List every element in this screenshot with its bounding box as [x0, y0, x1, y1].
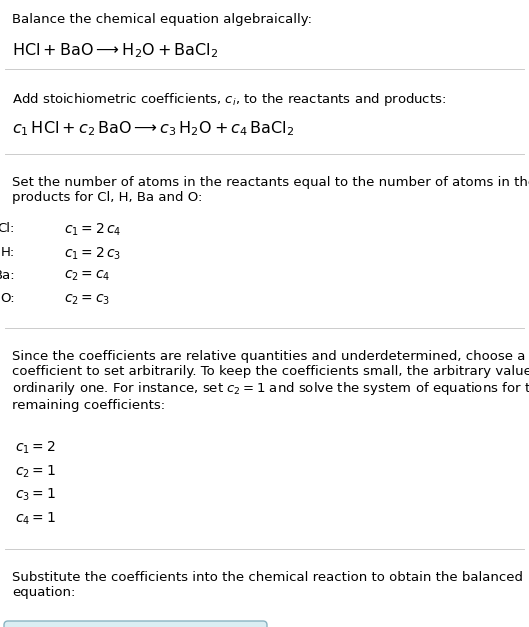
Text: Balance the chemical equation algebraically:: Balance the chemical equation algebraica…	[12, 13, 312, 26]
FancyBboxPatch shape	[4, 621, 267, 627]
Text: Ba:: Ba:	[0, 269, 15, 282]
Text: $c_1\,\mathrm{HCl} + c_2\,\mathrm{BaO} \longrightarrow c_3\,\mathrm{H_2O} + c_4\: $c_1\,\mathrm{HCl} + c_2\,\mathrm{BaO} \…	[12, 119, 294, 138]
Text: O:: O:	[1, 293, 15, 305]
Text: $c_3 = 1$: $c_3 = 1$	[15, 487, 56, 503]
Text: Since the coefficients are relative quantities and underdetermined, choose a
coe: Since the coefficients are relative quan…	[12, 350, 529, 413]
Text: $c_1 = 2\,c_3$: $c_1 = 2\,c_3$	[64, 246, 121, 262]
Text: Cl:: Cl:	[0, 222, 15, 235]
Text: $c_2 = 1$: $c_2 = 1$	[15, 463, 56, 480]
Text: $c_1 = 2$: $c_1 = 2$	[15, 440, 56, 456]
Text: Add stoichiometric coefficients, $c_i$, to the reactants and products:: Add stoichiometric coefficients, $c_i$, …	[12, 91, 446, 108]
Text: Substitute the coefficients into the chemical reaction to obtain the balanced
eq: Substitute the coefficients into the che…	[12, 571, 523, 599]
Text: $c_1 = 2\,c_4$: $c_1 = 2\,c_4$	[64, 222, 122, 238]
Text: H:: H:	[1, 246, 15, 258]
Text: $c_4 = 1$: $c_4 = 1$	[15, 510, 56, 527]
Text: $\mathrm{HCl + BaO} \longrightarrow \mathrm{H_2O + BaCl_2}$: $\mathrm{HCl + BaO} \longrightarrow \mat…	[12, 41, 218, 60]
Text: Set the number of atoms in the reactants equal to the number of atoms in the
pro: Set the number of atoms in the reactants…	[12, 176, 529, 204]
Text: $c_2 = c_3$: $c_2 = c_3$	[64, 293, 110, 307]
Text: $c_2 = c_4$: $c_2 = c_4$	[64, 269, 111, 283]
